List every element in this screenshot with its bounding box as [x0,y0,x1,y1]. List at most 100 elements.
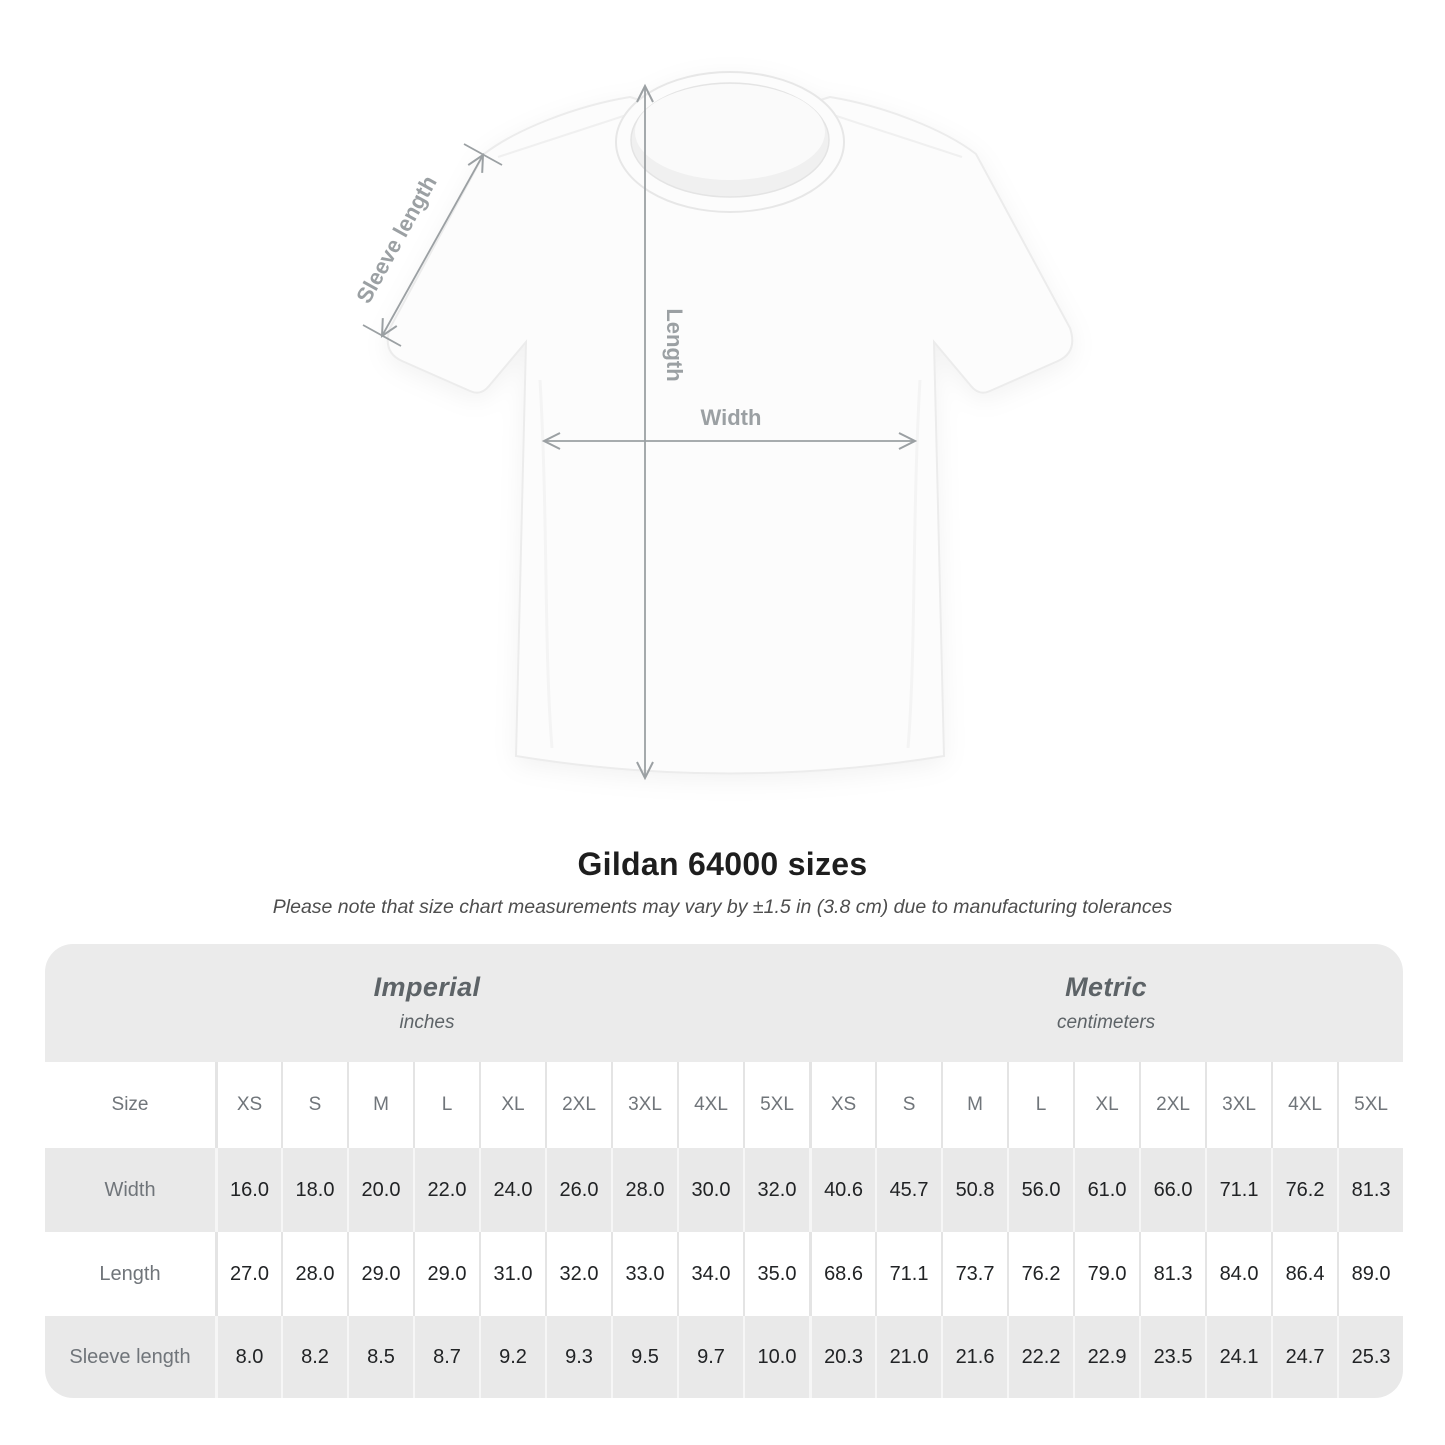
col-header: 3XL [1205,1062,1272,1148]
collar-inner-back [635,84,825,180]
value-cell: 8.7 [413,1316,479,1398]
value-cell: 86.4 [1271,1232,1338,1316]
value-cell: 27.0 [215,1232,281,1316]
width-label: Width [701,405,762,430]
value-cell: 81.3 [1337,1148,1403,1232]
value-cell: 66.0 [1139,1148,1206,1232]
value-cell: 16.0 [215,1148,281,1232]
value-cell: 18.0 [281,1148,347,1232]
value-cell: 21.0 [875,1316,942,1398]
value-cell: 89.0 [1337,1232,1403,1316]
value-cell: 84.0 [1205,1232,1272,1316]
value-cell: 21.6 [941,1316,1008,1398]
value-cell: 79.0 [1073,1232,1140,1316]
size-table-container: Imperial inches Metric centimeters Size … [45,944,1403,1398]
col-header: 4XL [1271,1062,1338,1148]
value-cell: 22.9 [1073,1316,1140,1398]
value-cell: 9.5 [611,1316,677,1398]
row-label: Width [45,1148,215,1232]
value-cell: 34.0 [677,1232,743,1316]
sleeve-length-row: Sleeve length 8.0 8.2 8.5 8.7 9.2 9.3 9.… [45,1316,1403,1398]
col-header: M [347,1062,413,1148]
value-cell: 25.3 [1337,1316,1403,1398]
value-cell: 45.7 [875,1148,942,1232]
value-cell: 29.0 [413,1232,479,1316]
value-cell: 32.0 [743,1148,810,1232]
imperial-title: Imperial [373,972,481,1002]
col-header: L [413,1062,479,1148]
unit-header-row: Imperial inches Metric centimeters [45,944,1403,1062]
sleeve-tick-top [463,143,503,166]
col-header: L [1007,1062,1074,1148]
row-label: Sleeve length [45,1316,215,1398]
col-header: S [281,1062,347,1148]
value-cell: 29.0 [347,1232,413,1316]
value-cell: 20.0 [347,1148,413,1232]
value-cell: 30.0 [677,1148,743,1232]
tolerance-note: Please note that size chart measurements… [272,896,1173,918]
col-header: M [941,1062,1008,1148]
value-cell: 40.6 [809,1148,876,1232]
value-cell: 23.5 [1139,1316,1206,1398]
length-label: Length [662,308,687,381]
value-cell: 32.0 [545,1232,611,1316]
metric-title: Metric [1065,972,1148,1002]
value-cell: 9.7 [677,1316,743,1398]
sleeve-arrow-line [380,153,485,338]
value-cell: 26.0 [545,1148,611,1232]
row-label: Length [45,1232,215,1316]
col-header: 5XL [743,1062,810,1148]
value-cell: 8.5 [347,1316,413,1398]
value-cell: 22.2 [1007,1316,1074,1398]
value-cell: 61.0 [1073,1148,1140,1232]
imperial-header: Imperial inches [45,944,810,1062]
size-header-row: Size XS S M L XL 2XL 3XL 4XL 5XL XS S M … [45,1062,1403,1148]
value-cell: 8.0 [215,1316,281,1398]
value-cell: 76.2 [1007,1232,1074,1316]
value-cell: 24.1 [1205,1316,1272,1398]
value-cell: 24.0 [479,1148,545,1232]
col-header: 4XL [677,1062,743,1148]
value-cell: 71.1 [1205,1148,1272,1232]
col-header: 2XL [1139,1062,1206,1148]
tshirt-measurement-diagram: Length Width Sleeve length [351,71,1074,781]
metric-subtitle: centimeters [1056,1012,1156,1033]
metric-header: Metric centimeters [809,944,1403,1062]
col-header: S [875,1062,942,1148]
value-cell: 24.7 [1271,1316,1338,1398]
value-cell: 81.3 [1139,1232,1206,1316]
col-header: XL [1073,1062,1140,1148]
col-header: XL [479,1062,545,1148]
size-column-label: Size [45,1062,215,1148]
width-row: Width 16.0 18.0 20.0 22.0 24.0 26.0 28.0… [45,1148,1403,1232]
value-cell: 9.3 [545,1316,611,1398]
col-header: XS [809,1062,876,1148]
value-cell: 35.0 [743,1232,810,1316]
length-dimension: Length [636,83,687,781]
value-cell: 71.1 [875,1232,942,1316]
value-cell: 10.0 [743,1316,810,1398]
col-header: 5XL [1337,1062,1403,1148]
value-cell: 50.8 [941,1148,1008,1232]
col-header: 3XL [611,1062,677,1148]
value-cell: 76.2 [1271,1148,1338,1232]
page-title: Gildan 64000 sizes [577,846,868,882]
value-cell: 20.3 [809,1316,876,1398]
width-dimension: Width [541,405,918,450]
value-cell: 73.7 [941,1232,1008,1316]
value-cell: 9.2 [479,1316,545,1398]
value-cell: 28.0 [611,1148,677,1232]
value-cell: 28.0 [281,1232,347,1316]
right-crease [906,379,922,749]
value-cell: 31.0 [479,1232,545,1316]
length-row: Length 27.0 28.0 29.0 29.0 31.0 32.0 33.… [45,1232,1403,1316]
imperial-subtitle: inches [399,1012,455,1033]
col-header: 2XL [545,1062,611,1148]
size-table: Imperial inches Metric centimeters Size … [45,944,1403,1398]
value-cell: 56.0 [1007,1148,1074,1232]
sleeve-tick-bottom [362,324,402,347]
value-cell: 8.2 [281,1316,347,1398]
value-cell: 33.0 [611,1232,677,1316]
value-cell: 22.0 [413,1148,479,1232]
